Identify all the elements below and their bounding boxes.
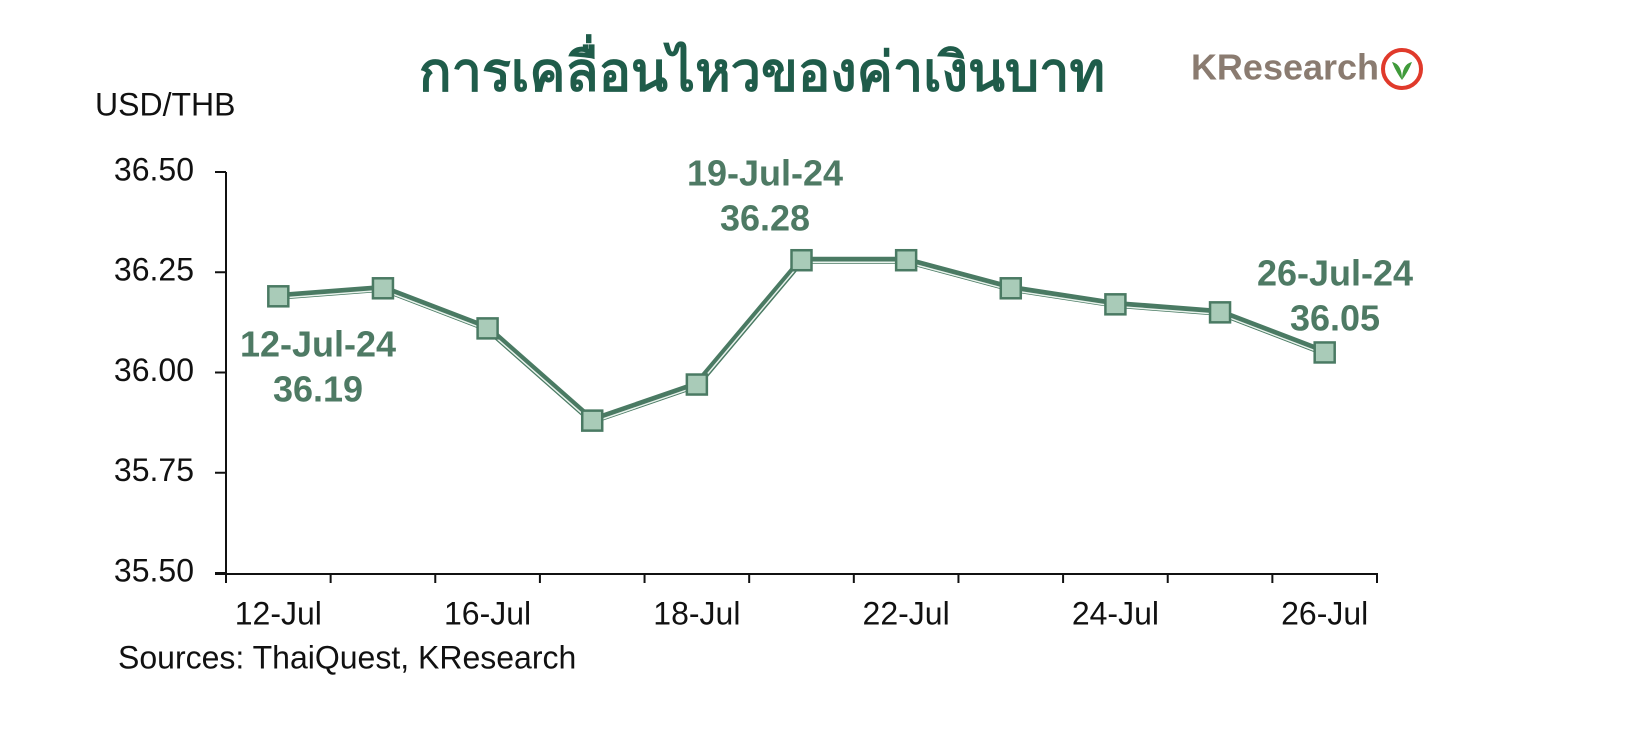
x-tick-label: 12-Jul <box>235 595 322 631</box>
chart-title: การเคลื่อนไหวของค่าเงินบาท <box>419 33 1105 102</box>
y-tick-label: 36.00 <box>114 352 194 388</box>
logo-icon <box>1381 48 1423 90</box>
point-marker <box>267 285 290 308</box>
point-marker <box>371 277 395 300</box>
annotation-date: 12-Jul-24 <box>240 324 396 365</box>
point-marker <box>685 373 709 396</box>
annotation-value: 36.05 <box>1290 298 1380 339</box>
y-tick-label: 35.50 <box>114 552 194 588</box>
point-marker <box>894 248 918 272</box>
y-tick-label: 36.50 <box>114 151 194 187</box>
x-tick-label: 22-Jul <box>863 595 950 631</box>
point-marker <box>1313 341 1336 364</box>
x-tick-label: 18-Jul <box>653 595 740 631</box>
x-tick-label: 26-Jul <box>1281 595 1368 631</box>
logo-text: KResearch <box>1191 47 1379 88</box>
annotation-date: 26-Jul-24 <box>1257 253 1413 294</box>
point-marker <box>790 248 813 272</box>
y-tick-label: 35.75 <box>114 452 194 488</box>
y-axis-label: USD/THB <box>95 86 235 122</box>
point-marker <box>1208 301 1232 324</box>
source-note: Sources: ThaiQuest, KResearch <box>118 639 576 675</box>
x-tick-label: 16-Jul <box>444 595 531 631</box>
x-tick-label: 24-Jul <box>1072 595 1159 631</box>
annotation-value: 36.19 <box>273 369 363 410</box>
point-marker <box>476 317 499 340</box>
series-line-highlight <box>278 261 1325 424</box>
point-marker <box>999 277 1023 300</box>
annotation-value: 36.28 <box>720 198 810 239</box>
point-marker <box>580 409 604 432</box>
y-tick-label: 36.25 <box>114 252 194 288</box>
series-line <box>278 256 1326 425</box>
point-marker <box>1104 293 1127 316</box>
annotation-date: 19-Jul-24 <box>687 153 843 194</box>
